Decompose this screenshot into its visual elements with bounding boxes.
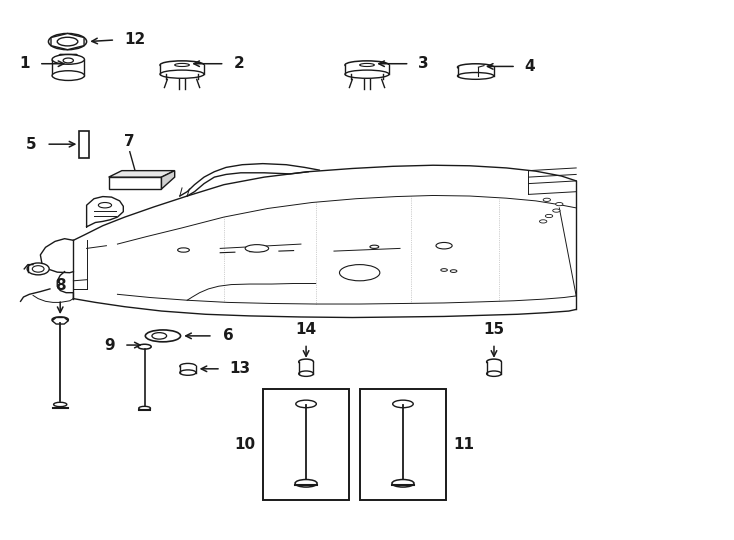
Ellipse shape [345, 61, 389, 69]
Text: 5: 5 [26, 137, 37, 152]
Text: 4: 4 [525, 59, 535, 74]
Text: 12: 12 [125, 32, 146, 48]
Ellipse shape [457, 64, 494, 71]
Bar [299, 362, 313, 374]
Ellipse shape [392, 480, 414, 487]
Ellipse shape [451, 269, 457, 272]
Text: 15: 15 [484, 322, 504, 337]
Bar [457, 67, 494, 76]
Ellipse shape [457, 72, 494, 79]
Ellipse shape [57, 37, 78, 46]
Ellipse shape [299, 359, 313, 364]
Bar [351, 74, 383, 79]
Text: 14: 14 [296, 322, 316, 337]
Ellipse shape [48, 33, 87, 50]
Polygon shape [161, 171, 175, 189]
Polygon shape [109, 171, 175, 177]
Ellipse shape [98, 202, 112, 208]
Text: 3: 3 [418, 56, 429, 71]
Polygon shape [51, 33, 84, 50]
Bar [166, 74, 198, 79]
Ellipse shape [180, 370, 196, 375]
Ellipse shape [360, 63, 374, 66]
Bar [109, 177, 161, 189]
Bar [263, 389, 349, 500]
Ellipse shape [52, 71, 84, 80]
Ellipse shape [52, 317, 68, 322]
Ellipse shape [139, 406, 150, 410]
Ellipse shape [345, 70, 389, 78]
Text: 1: 1 [19, 56, 29, 71]
Text: 2: 2 [233, 56, 244, 71]
Ellipse shape [487, 371, 501, 376]
Ellipse shape [178, 248, 189, 252]
Text: 9: 9 [105, 338, 115, 353]
Ellipse shape [545, 214, 553, 218]
Ellipse shape [175, 63, 189, 66]
Ellipse shape [295, 480, 317, 487]
Ellipse shape [166, 72, 198, 77]
Ellipse shape [32, 266, 44, 272]
Bar [79, 131, 89, 158]
Ellipse shape [553, 209, 560, 212]
Ellipse shape [152, 333, 167, 339]
Polygon shape [52, 55, 84, 66]
Ellipse shape [487, 359, 501, 364]
Ellipse shape [52, 55, 84, 64]
Ellipse shape [160, 61, 204, 69]
Ellipse shape [63, 58, 73, 63]
Text: 6: 6 [223, 328, 234, 343]
Ellipse shape [180, 363, 196, 369]
Bar [487, 362, 501, 374]
Text: 13: 13 [230, 361, 251, 376]
Ellipse shape [245, 245, 269, 252]
Ellipse shape [351, 72, 383, 77]
Ellipse shape [138, 345, 151, 349]
Bar [360, 389, 446, 500]
Ellipse shape [539, 220, 547, 223]
Bar [345, 65, 389, 74]
Ellipse shape [556, 202, 563, 206]
Ellipse shape [54, 402, 67, 407]
Ellipse shape [436, 242, 452, 249]
Ellipse shape [145, 330, 181, 342]
Polygon shape [52, 318, 68, 324]
Ellipse shape [160, 70, 204, 78]
Text: 10: 10 [234, 437, 255, 451]
Ellipse shape [27, 263, 49, 275]
Text: 11: 11 [454, 437, 475, 451]
Bar [160, 65, 204, 74]
Bar [180, 366, 196, 373]
Text: 8: 8 [55, 278, 65, 293]
Ellipse shape [440, 268, 448, 271]
Ellipse shape [393, 400, 413, 408]
Bar [52, 59, 84, 76]
Ellipse shape [339, 265, 380, 281]
Ellipse shape [296, 400, 316, 408]
Ellipse shape [543, 198, 550, 201]
Ellipse shape [299, 371, 313, 376]
Text: 7: 7 [125, 134, 135, 149]
Ellipse shape [370, 245, 379, 248]
